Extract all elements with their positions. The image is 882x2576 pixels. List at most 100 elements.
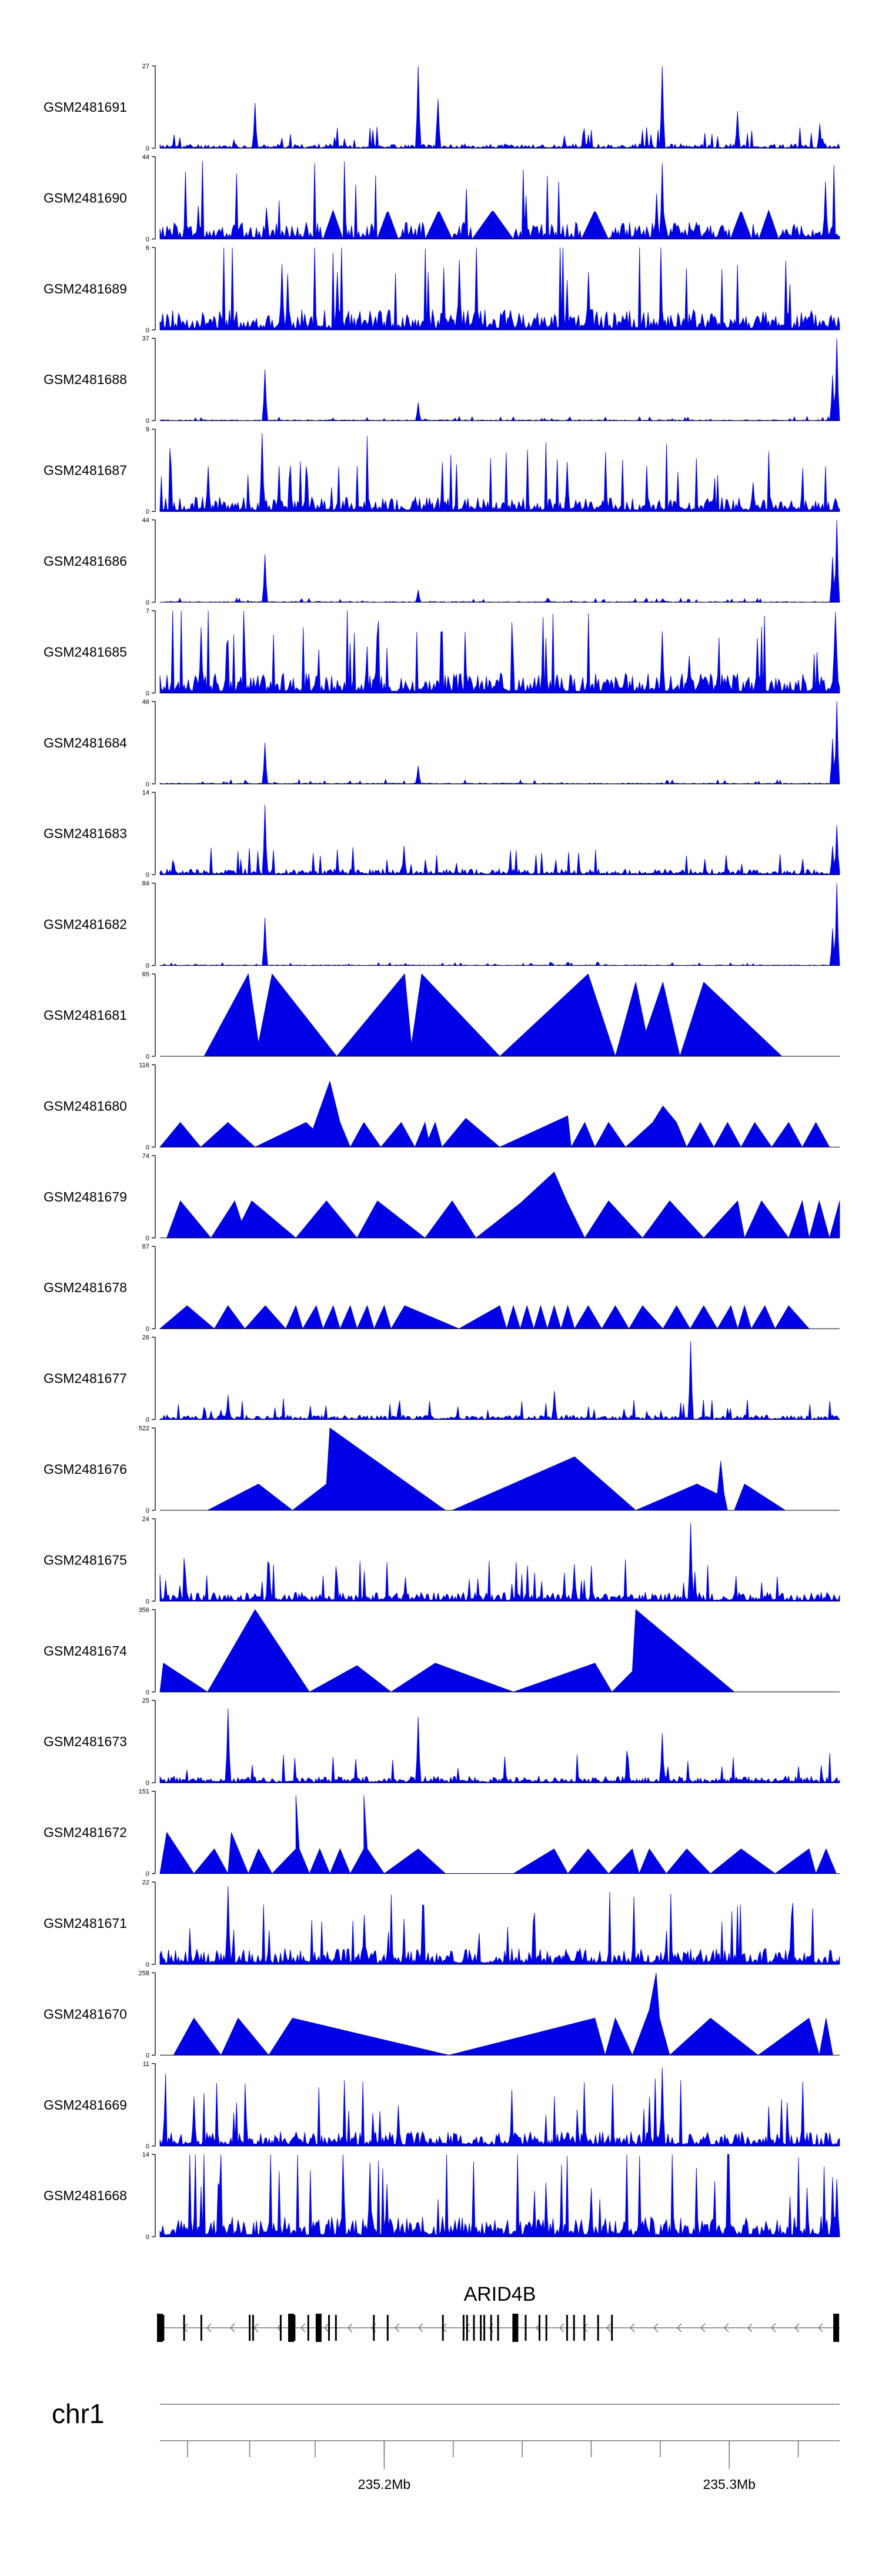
y-min-label: 0 [146, 1144, 149, 1151]
coverage-area [166, 1172, 840, 1239]
y-max-label: 74 [142, 1153, 149, 1160]
strand-arrow [465, 2323, 470, 2333]
track-label: GSM2481673 [44, 1734, 127, 1749]
track-label: GSM2481690 [44, 190, 127, 205]
exon [583, 2315, 586, 2341]
exon [328, 2315, 330, 2341]
track-GSM2481687: GSM2481687 9 0 [44, 426, 840, 516]
y-max-label: 11 [143, 2061, 149, 2068]
strand-arrow [559, 2323, 564, 2333]
y-min-label: 0 [146, 1417, 149, 1424]
exon [442, 2315, 444, 2341]
exon [524, 2315, 527, 2341]
track-GSM2481683: GSM2481683 14 0 [44, 789, 840, 879]
y-min-label: 0 [146, 327, 149, 334]
coverage-area [159, 805, 840, 875]
track-label: GSM2481682 [44, 917, 127, 932]
exon [315, 2314, 322, 2342]
track-label: GSM2481680 [44, 1098, 127, 1113]
track-label: GSM2481689 [44, 281, 127, 296]
track-GSM2481682: GSM2481682 84 0 [44, 880, 840, 970]
track-GSM2481673: GSM2481673 25 0 [44, 1697, 840, 1787]
track-label: GSM2481668 [44, 2188, 127, 2203]
strand-arrow [347, 2323, 353, 2333]
strand-arrow [206, 2323, 212, 2333]
y-min-label: 0 [146, 1598, 149, 1605]
y-max-label: 151 [139, 1788, 149, 1796]
y-max-label: 46 [142, 699, 149, 706]
exon [279, 2315, 282, 2341]
exon [307, 2315, 309, 2341]
exon [512, 2314, 519, 2342]
strand-arrow [582, 2323, 588, 2333]
strand-arrow [629, 2323, 635, 2333]
track-GSM2481684: GSM2481684 46 0 [44, 699, 840, 788]
track-GSM2481670: GSM2481670 258 0 [44, 1970, 840, 2059]
track-GSM2481674: GSM2481674 356 0 [44, 1607, 840, 1696]
exon [462, 2315, 465, 2341]
exon [335, 2315, 337, 2341]
strand-arrow [653, 2323, 659, 2333]
exon [483, 2315, 486, 2341]
y-min-label: 0 [146, 1871, 149, 1878]
track-GSM2481668: GSM2481668 14 0 [44, 2151, 840, 2241]
exon [249, 2315, 251, 2341]
coverage-area [159, 2154, 840, 2237]
exon [466, 2315, 468, 2341]
track-GSM2481686: GSM2481686 44 0 [44, 517, 840, 606]
coverage-area [159, 338, 840, 421]
track-label: GSM2481686 [44, 553, 127, 569]
track-GSM2481677: GSM2481677 26 0 [44, 1334, 840, 1424]
track-GSM2481679: GSM2481679 74 0 [44, 1153, 840, 1242]
exon [833, 2314, 840, 2342]
y-max-label: 356 [139, 1607, 149, 1614]
coverage-area [159, 1304, 810, 1330]
track-label: GSM2481679 [44, 1189, 127, 1204]
track-GSM2481685: GSM2481685 7 0 [44, 608, 840, 697]
track-GSM2481680: GSM2481680 116 0 [44, 1062, 840, 1151]
track-label: GSM2481674 [44, 1643, 127, 1659]
track-GSM2481691: GSM2481691 27 0 [44, 63, 840, 152]
y-min-label: 0 [146, 2052, 149, 2059]
track-label: GSM2481669 [44, 2097, 127, 2113]
track-label: GSM2481688 [44, 372, 127, 387]
strand-arrow [794, 2323, 800, 2333]
track-label: GSM2481675 [44, 1552, 127, 1567]
coverage-area [159, 1886, 840, 1965]
track-GSM2481678: GSM2481678 87 0 [44, 1243, 840, 1333]
coverage-area [159, 1795, 837, 1874]
track-GSM2481688: GSM2481688 37 0 [44, 335, 840, 425]
coverage-area [207, 1427, 786, 1511]
track-label: GSM2481677 [44, 1371, 127, 1386]
track-label: GSM2481684 [44, 735, 127, 750]
chromosome-axis: chr1 235.2Mb 235.3Mb [52, 2398, 840, 2492]
coverage-area [159, 1609, 735, 1693]
y-min-label: 0 [146, 236, 149, 243]
y-min-label: 0 [146, 2143, 149, 2150]
coverage-area [159, 1709, 840, 1783]
strand-arrow [394, 2323, 400, 2333]
strand-arrow [676, 2323, 682, 2333]
coverage-area [159, 1341, 840, 1420]
track-GSM2481681: GSM2481681 65 0 [44, 971, 840, 1060]
exon [566, 2315, 568, 2341]
y-max-label: 522 [139, 1425, 149, 1432]
track-GSM2481675: GSM2481675 24 0 [44, 1516, 840, 1605]
coverage-area [159, 2067, 840, 2147]
coverage-area [159, 1523, 840, 1601]
y-min-label: 0 [146, 872, 149, 879]
exon [473, 2315, 475, 2341]
y-max-label: 24 [142, 1516, 149, 1523]
y-max-label: 65 [142, 971, 149, 978]
y-max-label: 27 [142, 63, 149, 70]
strand-arrow [253, 2323, 259, 2333]
coverage-area [203, 973, 783, 1057]
track-GSM2481669: GSM2481669 11 0 [44, 2061, 840, 2150]
exon [573, 2315, 575, 2341]
strand-arrow [747, 2323, 753, 2333]
track-GSM2481671: GSM2481671 22 0 [44, 1879, 840, 1968]
y-min-label: 0 [146, 963, 149, 970]
track-label: GSM2481672 [44, 1825, 127, 1840]
y-max-label: 37 [142, 335, 149, 342]
exon [597, 2315, 599, 2341]
